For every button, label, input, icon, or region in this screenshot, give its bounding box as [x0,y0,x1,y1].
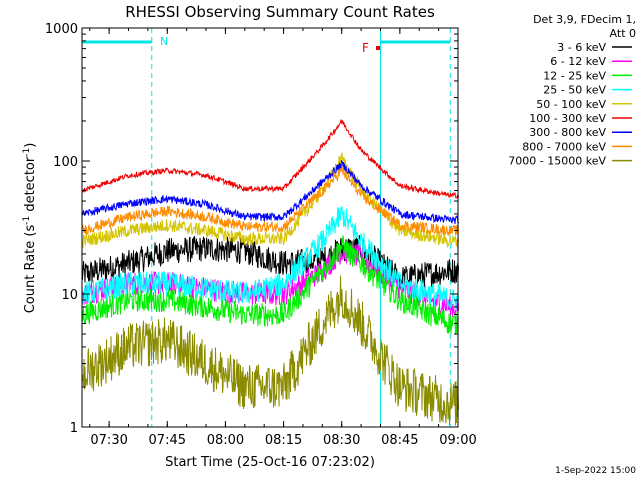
series-line-4 [81,151,459,250]
series-line-6 [81,159,459,224]
x-tick-label-3: 08:15 [265,433,302,448]
flare-marker: F [362,41,369,55]
x-axis-label: Start Time (25-Oct-16 07:23:02) [165,455,375,470]
legend-entry-4: 50 - 100 keV [536,98,606,111]
night-marker: N [160,35,168,48]
legend-header-line2: Att 0 [610,27,636,40]
legend-entry-0: 3 - 6 keV [557,41,606,54]
x-tick-label-6: 09:00 [439,433,476,448]
y-axis-ticks: 1 10 100 1000 [45,22,458,436]
y-tick-label-0: 1 [70,421,78,436]
series-line-7 [81,166,459,236]
y-axis-label: Count Rate (s-1 detector-1) [22,143,38,314]
flare-marker-dot [376,46,380,50]
series-line-2 [81,235,459,336]
y-tick-label-2: 100 [53,155,78,170]
series-line-8 [81,275,459,426]
x-tick-label-2: 08:00 [207,433,244,448]
plot-frame [81,27,459,428]
x-tick-label-1: 07:45 [149,433,186,448]
legend-entry-5: 100 - 300 keV [529,112,606,125]
legend-entry-2: 12 - 25 keV [543,69,606,82]
x-tick-label-4: 08:30 [323,433,360,448]
timestamp: 1-Sep-2022 15:00 [555,466,636,476]
legend-entry-1: 6 - 12 keV [550,55,606,68]
x-tick-label-5: 08:45 [381,433,418,448]
x-tick-label-0: 07:30 [90,433,127,448]
legend-entry-3: 25 - 50 keV [543,84,606,97]
chart-title: RHESSI Observing Summary Count Rates [125,3,435,21]
y-tick-label-1: 10 [61,288,78,303]
series-lines [81,119,459,426]
x-axis-ticks: 07:30 07:45 08:00 08:15 08:30 08:45 09:00 [89,28,477,448]
legend-entry-8: 7000 - 15000 keV [508,155,606,168]
legend-entry-6: 300 - 800 keV [529,126,606,139]
legend-header-line1: Det 3,9, FDecim 1, [533,13,636,26]
y-tick-label-3: 1000 [45,22,78,37]
legend-entry-7: 800 - 7000 keV [522,140,606,153]
series-line-1 [81,241,459,319]
series-line-5 [81,119,459,199]
series-line-3 [81,206,459,311]
